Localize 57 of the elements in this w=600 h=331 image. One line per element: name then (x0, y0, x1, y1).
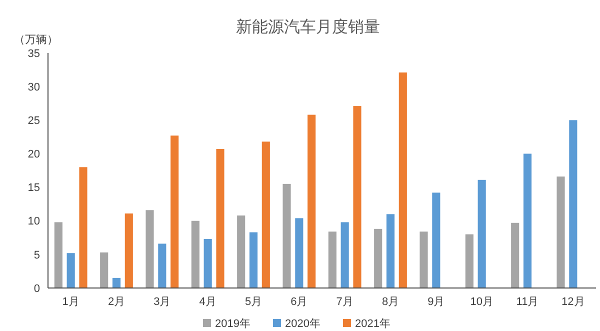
bar (295, 218, 304, 288)
bar (191, 220, 200, 288)
y-tick-label: 15 (28, 182, 40, 194)
bar (420, 232, 428, 288)
legend-label: 2020年 (285, 318, 320, 330)
bar (432, 192, 440, 288)
x-tick-label: 3月 (154, 296, 171, 308)
bar (204, 238, 212, 288)
y-tick-label: 25 (28, 114, 40, 127)
legend-label: 2021年 (355, 318, 390, 330)
x-tick-label: 10月 (470, 296, 494, 308)
bar (478, 180, 486, 288)
bar (556, 176, 565, 288)
x-tick-label: 5月 (244, 296, 262, 308)
x-tick-label: 9月 (428, 296, 445, 308)
bar (374, 228, 382, 288)
bar (249, 232, 258, 288)
x-tick-label: 2月 (108, 296, 126, 308)
bar (465, 234, 474, 288)
legend-label: 2019年 (215, 318, 250, 330)
bar (66, 253, 75, 288)
bar (112, 278, 121, 288)
x-tick-label: 4月 (199, 296, 216, 308)
bar (386, 214, 395, 288)
y-tick-label: 30 (28, 81, 40, 94)
bar (79, 167, 88, 288)
x-tick-label: 11月 (516, 296, 539, 308)
bar (282, 184, 291, 288)
x-tick-label: 6月 (290, 296, 308, 308)
x-tick-label: 1月 (62, 296, 80, 308)
y-tick-label: 0 (34, 282, 40, 295)
bar (237, 215, 246, 288)
bar (170, 136, 179, 288)
bar (308, 114, 316, 288)
bar (340, 222, 349, 288)
bar (511, 222, 520, 288)
bar (569, 120, 578, 288)
bar (100, 252, 108, 288)
bar (353, 106, 362, 288)
y-tick-label: 35 (28, 48, 40, 60)
bar (146, 210, 154, 288)
y-tick-label: 20 (28, 148, 40, 161)
x-tick-label: 8月 (382, 296, 400, 308)
x-tick-label: 7月 (336, 296, 354, 308)
bar (398, 72, 407, 288)
bar (158, 244, 166, 288)
bar (124, 213, 133, 288)
chart-title: 新能源汽车月度销量 (236, 17, 380, 36)
x-tick-label: 12月 (562, 296, 585, 308)
bar (216, 149, 224, 288)
y-tick-label: 5 (34, 249, 40, 262)
bar (523, 154, 532, 288)
bar (328, 232, 336, 288)
y-tick-label: 10 (28, 216, 40, 228)
bar (262, 142, 270, 288)
y-axis-title: （万辆） (14, 34, 58, 46)
bar (54, 222, 62, 288)
